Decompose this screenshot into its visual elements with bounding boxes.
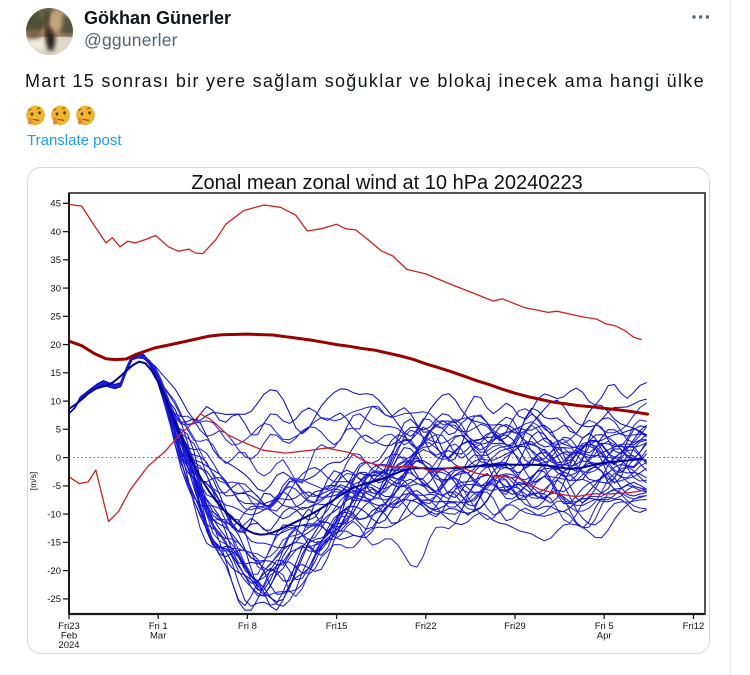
svg-text:[m/s]: [m/s] — [28, 472, 38, 490]
svg-text:30: 30 — [50, 283, 61, 294]
svg-text:Apr: Apr — [597, 631, 612, 642]
svg-text:Mar: Mar — [150, 631, 166, 642]
svg-text:-15: -15 — [47, 538, 61, 549]
svg-text:Fri 1: Fri 1 — [149, 621, 168, 632]
svg-text:-20: -20 — [47, 566, 61, 577]
svg-text:35: 35 — [50, 255, 61, 266]
svg-text:Fri12: Fri12 — [683, 621, 705, 632]
svg-text:20: 20 — [50, 340, 61, 351]
svg-text:-5: -5 — [53, 481, 61, 492]
svg-text:40: 40 — [50, 227, 61, 238]
svg-text:45: 45 — [50, 199, 61, 210]
svg-text:Zonal mean zonal wind at 10 hP: Zonal mean zonal wind at 10 hPa 20240223 — [191, 172, 582, 194]
svg-text:Fri23: Fri23 — [58, 621, 80, 632]
svg-text:Fri 5: Fri 5 — [595, 621, 614, 632]
svg-text:-25: -25 — [47, 594, 61, 605]
svg-text:10: 10 — [50, 396, 61, 407]
svg-text:5: 5 — [56, 425, 61, 436]
svg-text:25: 25 — [50, 312, 61, 323]
svg-text:Feb: Feb — [61, 631, 77, 642]
svg-text:Fri 8: Fri 8 — [238, 621, 257, 632]
svg-text:Fri29: Fri29 — [504, 621, 526, 632]
svg-text:Fri15: Fri15 — [326, 621, 348, 632]
svg-text:-10: -10 — [47, 509, 61, 520]
svg-text:15: 15 — [50, 368, 61, 379]
svg-text:Fri22: Fri22 — [415, 621, 437, 632]
svg-text:2024: 2024 — [58, 640, 79, 651]
svg-text:0: 0 — [56, 453, 61, 464]
